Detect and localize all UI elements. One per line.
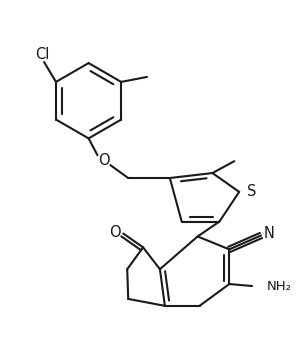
Text: O: O [98,153,109,168]
Text: NH₂: NH₂ [267,279,292,293]
Text: Cl: Cl [35,47,49,62]
Text: O: O [109,225,121,240]
Text: N: N [264,226,274,241]
Text: S: S [247,184,257,199]
